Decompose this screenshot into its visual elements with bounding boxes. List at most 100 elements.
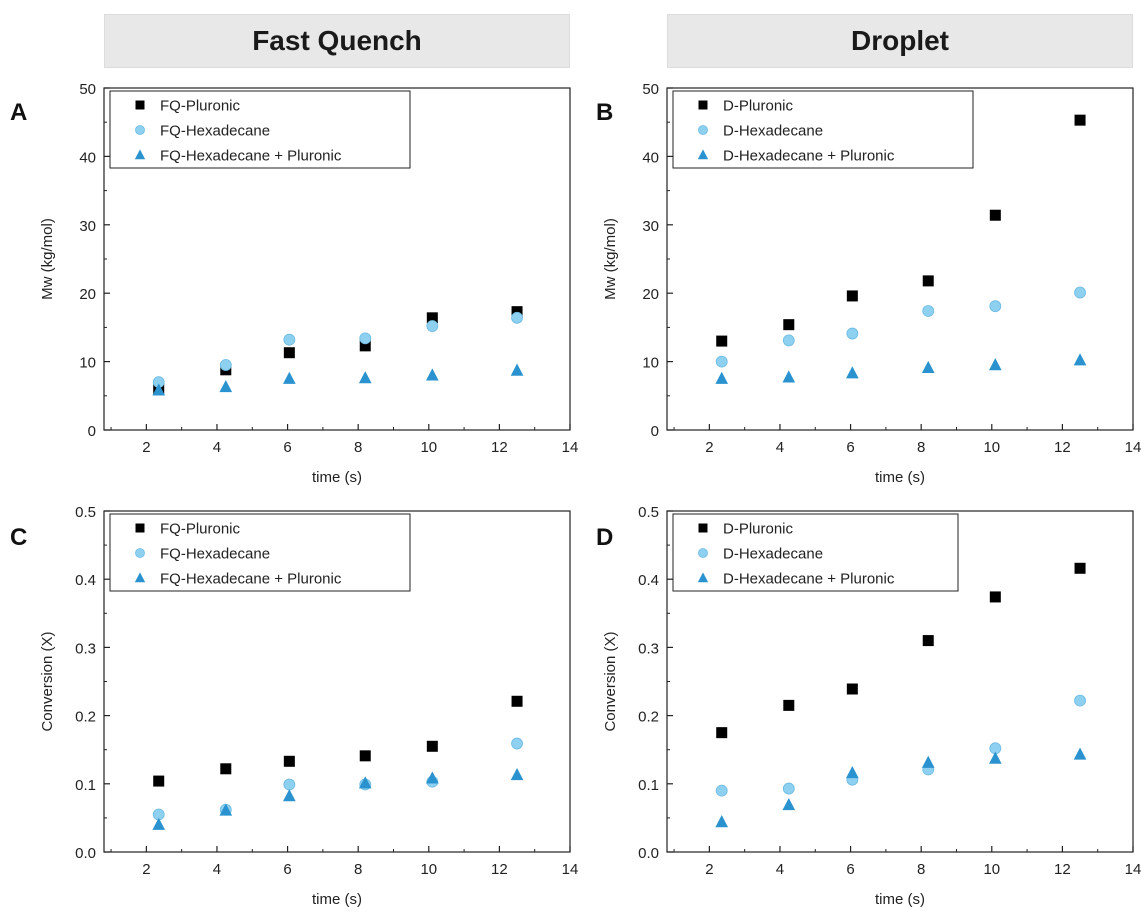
series-circle	[152, 311, 523, 389]
x-tick-label: 10	[983, 439, 1000, 456]
y-tick-label: 0	[651, 423, 659, 440]
series-triangle	[715, 747, 1087, 828]
data-point-square	[511, 306, 523, 318]
legend-marker-square	[698, 523, 708, 533]
x-tick-label: 8	[917, 439, 925, 456]
data-point-triangle	[921, 755, 935, 768]
y-tick-label: 40	[642, 149, 659, 166]
x-tick-label: 6	[283, 439, 291, 456]
series-circle	[715, 694, 1086, 797]
y-tick-label: 0.5	[75, 504, 96, 521]
data-point-circle	[715, 784, 728, 797]
x-tick-label: 8	[917, 861, 925, 878]
legend: D-Pluronic D-Hexadecane D-Hexadecane + Plu…	[672, 513, 959, 592]
legend-marker-triangle	[697, 572, 709, 583]
y-axis-label: Mw (kg/mol)	[602, 218, 619, 300]
chart-panel-b: 2 4 6 8 10 12 14 0 10 20 30 40 50 time (s) Mw (kg/mol)…	[596, 81, 1141, 486]
data-point-triangle	[782, 370, 796, 383]
y-tick-label: 10	[642, 355, 659, 372]
data-point-triangle	[283, 789, 296, 802]
data-point-square	[153, 775, 165, 787]
x-tick-label: 14	[562, 439, 579, 456]
y-tick-label: 0.0	[75, 845, 96, 862]
y-tick-label: 0.3	[638, 640, 659, 657]
legend-entry: FQ-Pluronic	[160, 521, 241, 538]
y-tick-label: 40	[79, 149, 96, 166]
x-tick-label: 10	[983, 861, 1000, 878]
data-point-triangle	[283, 371, 296, 384]
data-point-triangle	[152, 817, 166, 830]
series-square	[153, 306, 523, 395]
data-point-square	[220, 763, 232, 775]
data-point-triangle	[988, 358, 1002, 371]
data-point-square	[989, 209, 1001, 221]
y-tick-label: 0	[88, 423, 96, 440]
data-point-square	[846, 683, 858, 695]
legend-marker-triangle	[697, 149, 709, 160]
data-point-triangle	[846, 366, 859, 379]
data-point-triangle	[425, 771, 439, 784]
x-tick-label: 2	[705, 861, 713, 878]
legend-entry: D-Hexadecane + Pluronic	[723, 148, 895, 165]
data-point-square	[359, 340, 371, 352]
data-point-circle	[782, 334, 795, 347]
x-axis-label: time (s)	[875, 469, 925, 486]
x-tick-label: 4	[213, 861, 221, 878]
data-point-square	[359, 750, 371, 762]
y-tick-label: 30	[79, 218, 96, 235]
x-tick-label: 4	[213, 439, 221, 456]
legend-entry: D-Pluronic	[723, 521, 794, 538]
panel-label: A	[10, 99, 27, 126]
x-tick-label: 12	[1054, 439, 1071, 456]
legend-marker-square	[135, 100, 145, 110]
x-tick-label: 8	[354, 439, 362, 456]
legend: FQ-Pluronic FQ-Hexadecane FQ-Hexadecane + …	[109, 513, 411, 592]
y-tick-label: 10	[79, 355, 96, 372]
y-axis-label: Mw (kg/mol)	[39, 218, 56, 300]
legend-entry: D-Hexadecane + Pluronic	[723, 571, 895, 588]
panel-label: B	[596, 99, 613, 126]
x-tick-label: 10	[420, 439, 437, 456]
legend: D-Pluronic D-Hexadecane D-Hexadecane + Plu…	[672, 90, 974, 169]
x-tick-label: 4	[776, 861, 784, 878]
data-point-triangle	[425, 368, 439, 381]
y-tick-label: 50	[79, 81, 96, 98]
panel-label: C	[10, 524, 27, 551]
data-point-circle	[511, 311, 523, 324]
legend-box	[672, 90, 974, 169]
y-tick-label: 50	[642, 81, 659, 98]
y-tick-label: 0.3	[75, 640, 96, 657]
y-tick-label: 0.5	[638, 504, 659, 521]
data-point-circle	[1074, 694, 1086, 707]
data-point-triangle	[510, 768, 524, 781]
x-tick-label: 14	[1125, 861, 1142, 878]
series-triangle	[152, 768, 524, 830]
legend: FQ-Pluronic FQ-Hexadecane FQ-Hexadecane + …	[109, 90, 411, 169]
y-tick-label: 0.1	[75, 777, 96, 794]
x-tick-label: 10	[420, 861, 437, 878]
x-tick-label: 12	[1054, 861, 1071, 878]
x-tick-label: 2	[142, 861, 150, 878]
data-point-triangle	[152, 383, 166, 396]
x-tick-label: 14	[562, 861, 579, 878]
x-tick-label: 12	[491, 861, 508, 878]
data-point-square	[716, 335, 728, 347]
data-point-square	[783, 319, 795, 331]
x-tick-label: 12	[491, 439, 508, 456]
y-tick-label: 0.4	[75, 572, 96, 589]
legend-box	[109, 90, 411, 169]
data-point-triangle	[921, 360, 935, 373]
data-point-circle	[219, 359, 232, 371]
y-tick-label: 0.4	[638, 572, 659, 589]
data-point-square	[989, 591, 1001, 603]
data-point-circle	[1074, 286, 1086, 299]
legend-marker-circle	[698, 125, 708, 135]
data-point-triangle	[358, 776, 372, 789]
data-point-circle	[715, 355, 728, 368]
data-point-circle	[283, 778, 296, 791]
data-point-square	[846, 290, 858, 302]
column-header-droplet: Droplet	[667, 14, 1133, 68]
data-point-triangle	[988, 751, 1002, 764]
panel-label: D	[596, 524, 613, 551]
